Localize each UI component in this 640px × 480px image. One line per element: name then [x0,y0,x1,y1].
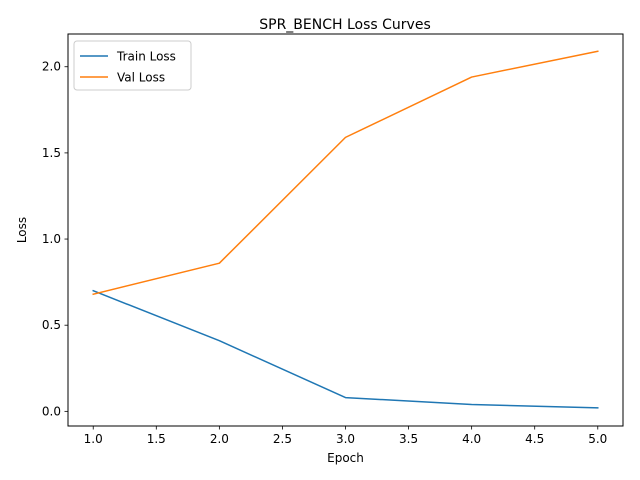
series-layer [92,50,599,409]
legend-label-train-loss: Train Loss [116,50,176,64]
y-tick-label: 1.5 [42,146,61,160]
x-tick-label: 4.5 [525,432,544,446]
x-tick-label: 1.0 [84,432,103,446]
x-axis-ticks: 1.0 1.5 2.0 2.5 3.0 3.5 4.0 4.5 5.0 [84,426,607,446]
chart-title: SPR_BENCH Loss Curves [259,17,431,33]
x-axis-label: Epoch [327,451,364,465]
x-tick-label: 2.5 [273,432,292,446]
y-tick-label: 0.0 [42,404,61,418]
y-axis-ticks: 0.0 0.5 1.0 1.5 2.0 [42,60,68,418]
x-tick-label: 3.5 [399,432,418,446]
plot-frame [67,33,624,427]
plot-area [68,34,623,426]
series-line-train-loss [92,289,599,409]
legend-label-val-loss: Val Loss [117,71,165,85]
y-tick-label: 1.0 [42,232,61,246]
y-axis-label: Loss [15,217,29,243]
x-tick-label: 5.0 [588,432,607,446]
y-tick-label: 2.0 [42,60,61,74]
x-tick-label: 3.0 [336,432,355,446]
y-tick-label: 0.5 [42,318,61,332]
x-tick-label: 2.0 [210,432,229,446]
series-line-val-loss [92,50,599,296]
legend: Train Loss Val Loss [73,40,192,91]
x-tick-label: 1.5 [147,432,166,446]
x-tick-label: 4.0 [462,432,481,446]
